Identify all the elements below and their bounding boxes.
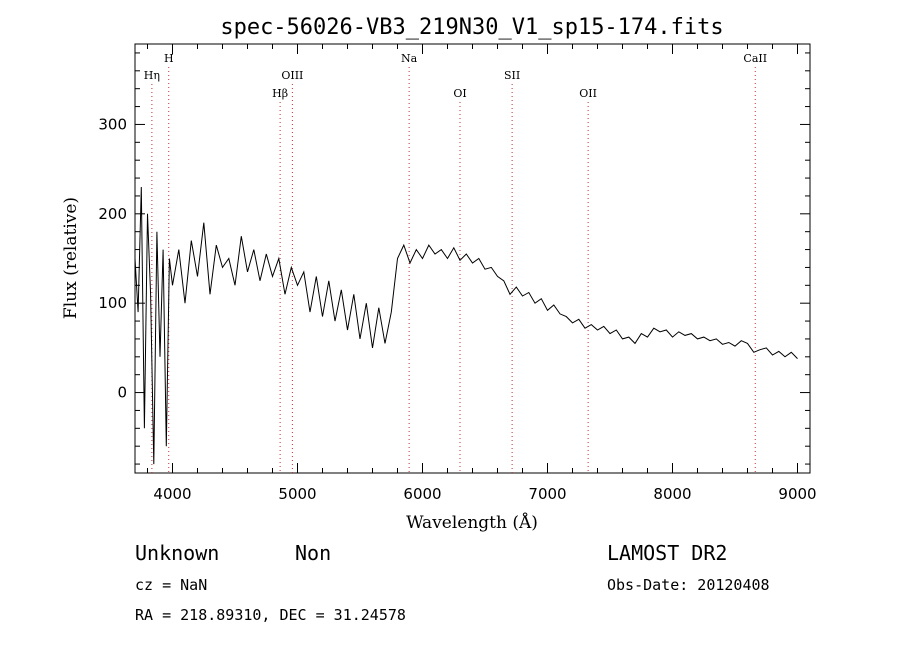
x-axis-label: Wavelength (Å) xyxy=(406,512,538,533)
tick-labels: 4000 5000 6000 7000 8000 9000 0 100 200 300 xyxy=(98,115,816,503)
object-subclass: Non xyxy=(295,541,331,565)
y-axis-label: Flux (relative) xyxy=(61,197,81,319)
y-tick-label: 200 xyxy=(98,205,127,223)
line-marker-label: Hη xyxy=(144,69,160,82)
redshift-text: cz = NaN xyxy=(135,576,207,594)
y-tick-label: 100 xyxy=(98,294,127,312)
x-tick-label: 6000 xyxy=(403,485,441,503)
line-marker-label: Na xyxy=(401,52,418,65)
x-tick-label: 5000 xyxy=(278,485,316,503)
line-marker-label: SII xyxy=(504,69,520,82)
line-marker-label: OIII xyxy=(281,69,303,82)
line-marker-label: OII xyxy=(579,87,597,100)
coordinates-text: RA = 218.89310, DEC = 31.24578 xyxy=(135,606,406,624)
x-tick-label: 7000 xyxy=(528,485,566,503)
chart-title: spec-56026-VB3_219N30_V1_sp15-174.fits xyxy=(220,15,723,40)
x-tick-label: 4000 xyxy=(153,485,191,503)
line-markers: Hη H Hβ OIII Na OI SII OII CaII xyxy=(144,52,767,473)
observation-date: Obs-Date: 20120408 xyxy=(607,576,770,594)
line-marker-label: OI xyxy=(453,87,466,100)
plot-frame xyxy=(134,43,811,474)
line-marker-label: Hβ xyxy=(272,87,288,100)
y-tick-label: 300 xyxy=(98,115,127,133)
x-tick-label: 8000 xyxy=(653,485,691,503)
object-class: Unknown xyxy=(135,541,219,565)
x-tick-label: 9000 xyxy=(778,485,816,503)
line-marker-label: H xyxy=(164,52,174,65)
y-tick-label: 0 xyxy=(117,384,127,402)
axis-ticks xyxy=(135,44,810,473)
line-marker-label: CaII xyxy=(743,52,767,65)
spectrum-line xyxy=(134,186,798,465)
survey-name: LAMOST DR2 xyxy=(607,541,727,565)
